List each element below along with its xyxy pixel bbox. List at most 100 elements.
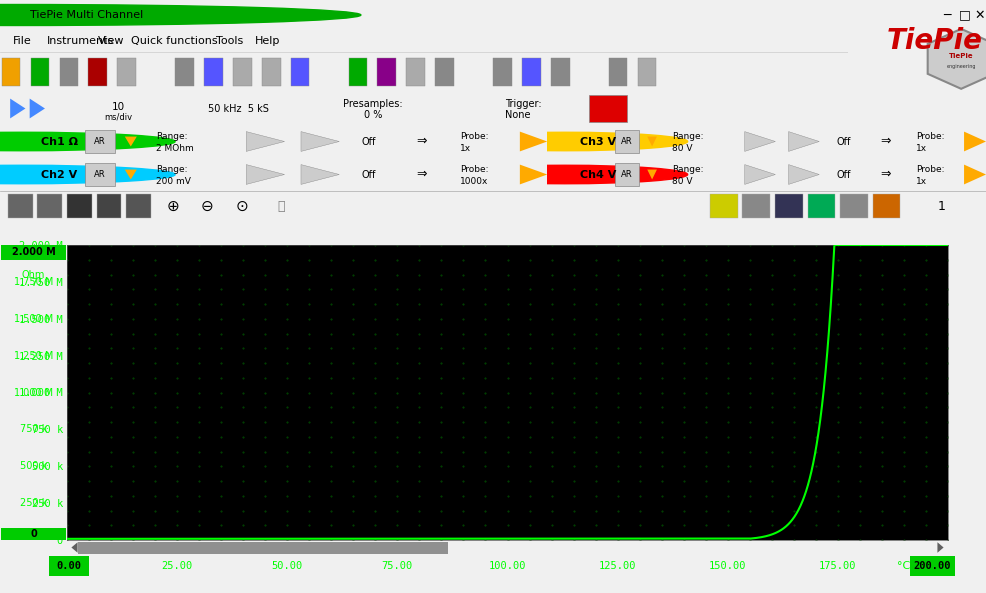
Bar [233,58,251,86]
Bar [742,194,770,218]
Text: Quick functions: Quick functions [131,36,218,46]
Text: 2.000 M: 2.000 M [12,247,55,257]
Polygon shape [744,165,775,184]
Bar [608,58,627,86]
Polygon shape [301,165,339,184]
Circle shape [442,165,687,184]
Text: Probe:: Probe: [916,132,945,141]
Text: ms/div: ms/div [105,112,133,121]
Text: 2 MOhm: 2 MOhm [156,144,193,152]
Text: 175.00: 175.00 [819,561,857,571]
Bar [808,194,835,218]
Bar [710,194,738,218]
Polygon shape [30,98,45,119]
Text: TiePie: TiePie [949,53,973,59]
Text: 50.00: 50.00 [271,561,303,571]
Polygon shape [647,136,657,146]
Text: Probe:: Probe: [459,165,488,174]
Text: 750 k: 750 k [20,425,47,435]
Bar [67,194,92,218]
Text: 1: 1 [938,199,946,212]
Bar [1,528,66,540]
Bar [493,58,512,86]
Bar [126,194,151,218]
Circle shape [0,165,176,184]
Text: 1.750 M: 1.750 M [14,277,53,287]
Polygon shape [789,132,819,151]
Polygon shape [301,132,339,151]
Bar [89,58,107,86]
Text: 250 k: 250 k [20,498,47,508]
Text: ⇒: ⇒ [880,135,891,148]
Text: Ch1 Ω: Ch1 Ω [41,136,78,146]
Text: engineering: engineering [947,64,976,69]
Polygon shape [246,132,285,151]
Text: Off: Off [361,170,376,180]
Bar [522,58,540,86]
Text: Off: Off [361,136,376,146]
Text: 80 V: 80 V [672,177,693,186]
Text: 80 V: 80 V [672,144,693,152]
Text: Range:: Range: [156,132,187,141]
Bar [8,194,33,218]
Text: 0.00: 0.00 [56,561,82,571]
Text: AR: AR [621,170,633,179]
Polygon shape [647,170,657,180]
Bar [85,163,115,186]
Text: 50 kHz  5 kS: 50 kHz 5 kS [208,104,268,113]
Bar [378,58,396,86]
Text: Range:: Range: [672,165,704,174]
Circle shape [0,132,176,151]
Circle shape [442,132,687,151]
Text: Probe:: Probe: [459,132,488,141]
Text: 150.00: 150.00 [709,561,746,571]
Text: ⊖: ⊖ [201,199,213,213]
Text: 1000x: 1000x [459,177,488,186]
Bar [435,58,454,86]
Bar [349,58,367,86]
Text: Ohm: Ohm [22,269,45,279]
Bar [291,58,310,86]
Text: Ch4 V: Ch4 V [580,170,616,180]
Text: 1.500 M: 1.500 M [14,314,53,324]
Bar [638,58,657,86]
Bar [1,245,66,260]
Bar [590,95,627,122]
Bar [615,130,639,153]
Text: 0 %: 0 % [364,110,383,120]
Text: 1x: 1x [916,177,927,186]
Bar [406,58,425,86]
Circle shape [0,5,361,25]
Text: Tools: Tools [216,36,244,46]
Text: □: □ [958,8,970,21]
Text: Off: Off [837,136,851,146]
Text: ⇒: ⇒ [416,135,426,148]
Text: TiePie: TiePie [886,27,983,55]
Bar [176,58,194,86]
Text: 10: 10 [112,102,125,112]
Bar [910,556,955,576]
Text: °C: °C [897,561,911,571]
Polygon shape [246,165,285,184]
Bar [775,194,803,218]
Bar [551,58,570,86]
Text: AR: AR [621,137,633,146]
Bar [840,194,868,218]
Text: ✕: ✕ [975,8,985,21]
Polygon shape [964,132,986,151]
Bar [37,194,62,218]
Polygon shape [125,136,137,146]
Text: ─: ─ [943,8,951,21]
Text: ⇒: ⇒ [416,168,426,181]
Text: 500 k: 500 k [20,461,47,471]
Bar [97,194,121,218]
Text: ⊕: ⊕ [167,199,178,213]
Text: ⊙: ⊙ [236,199,247,213]
Text: 25.00: 25.00 [162,561,192,571]
Text: Instruments: Instruments [46,36,114,46]
Text: Presamples:: Presamples: [343,98,403,109]
Bar [615,163,639,186]
Polygon shape [789,165,819,184]
Polygon shape [964,165,986,184]
Text: Help: Help [254,36,280,46]
